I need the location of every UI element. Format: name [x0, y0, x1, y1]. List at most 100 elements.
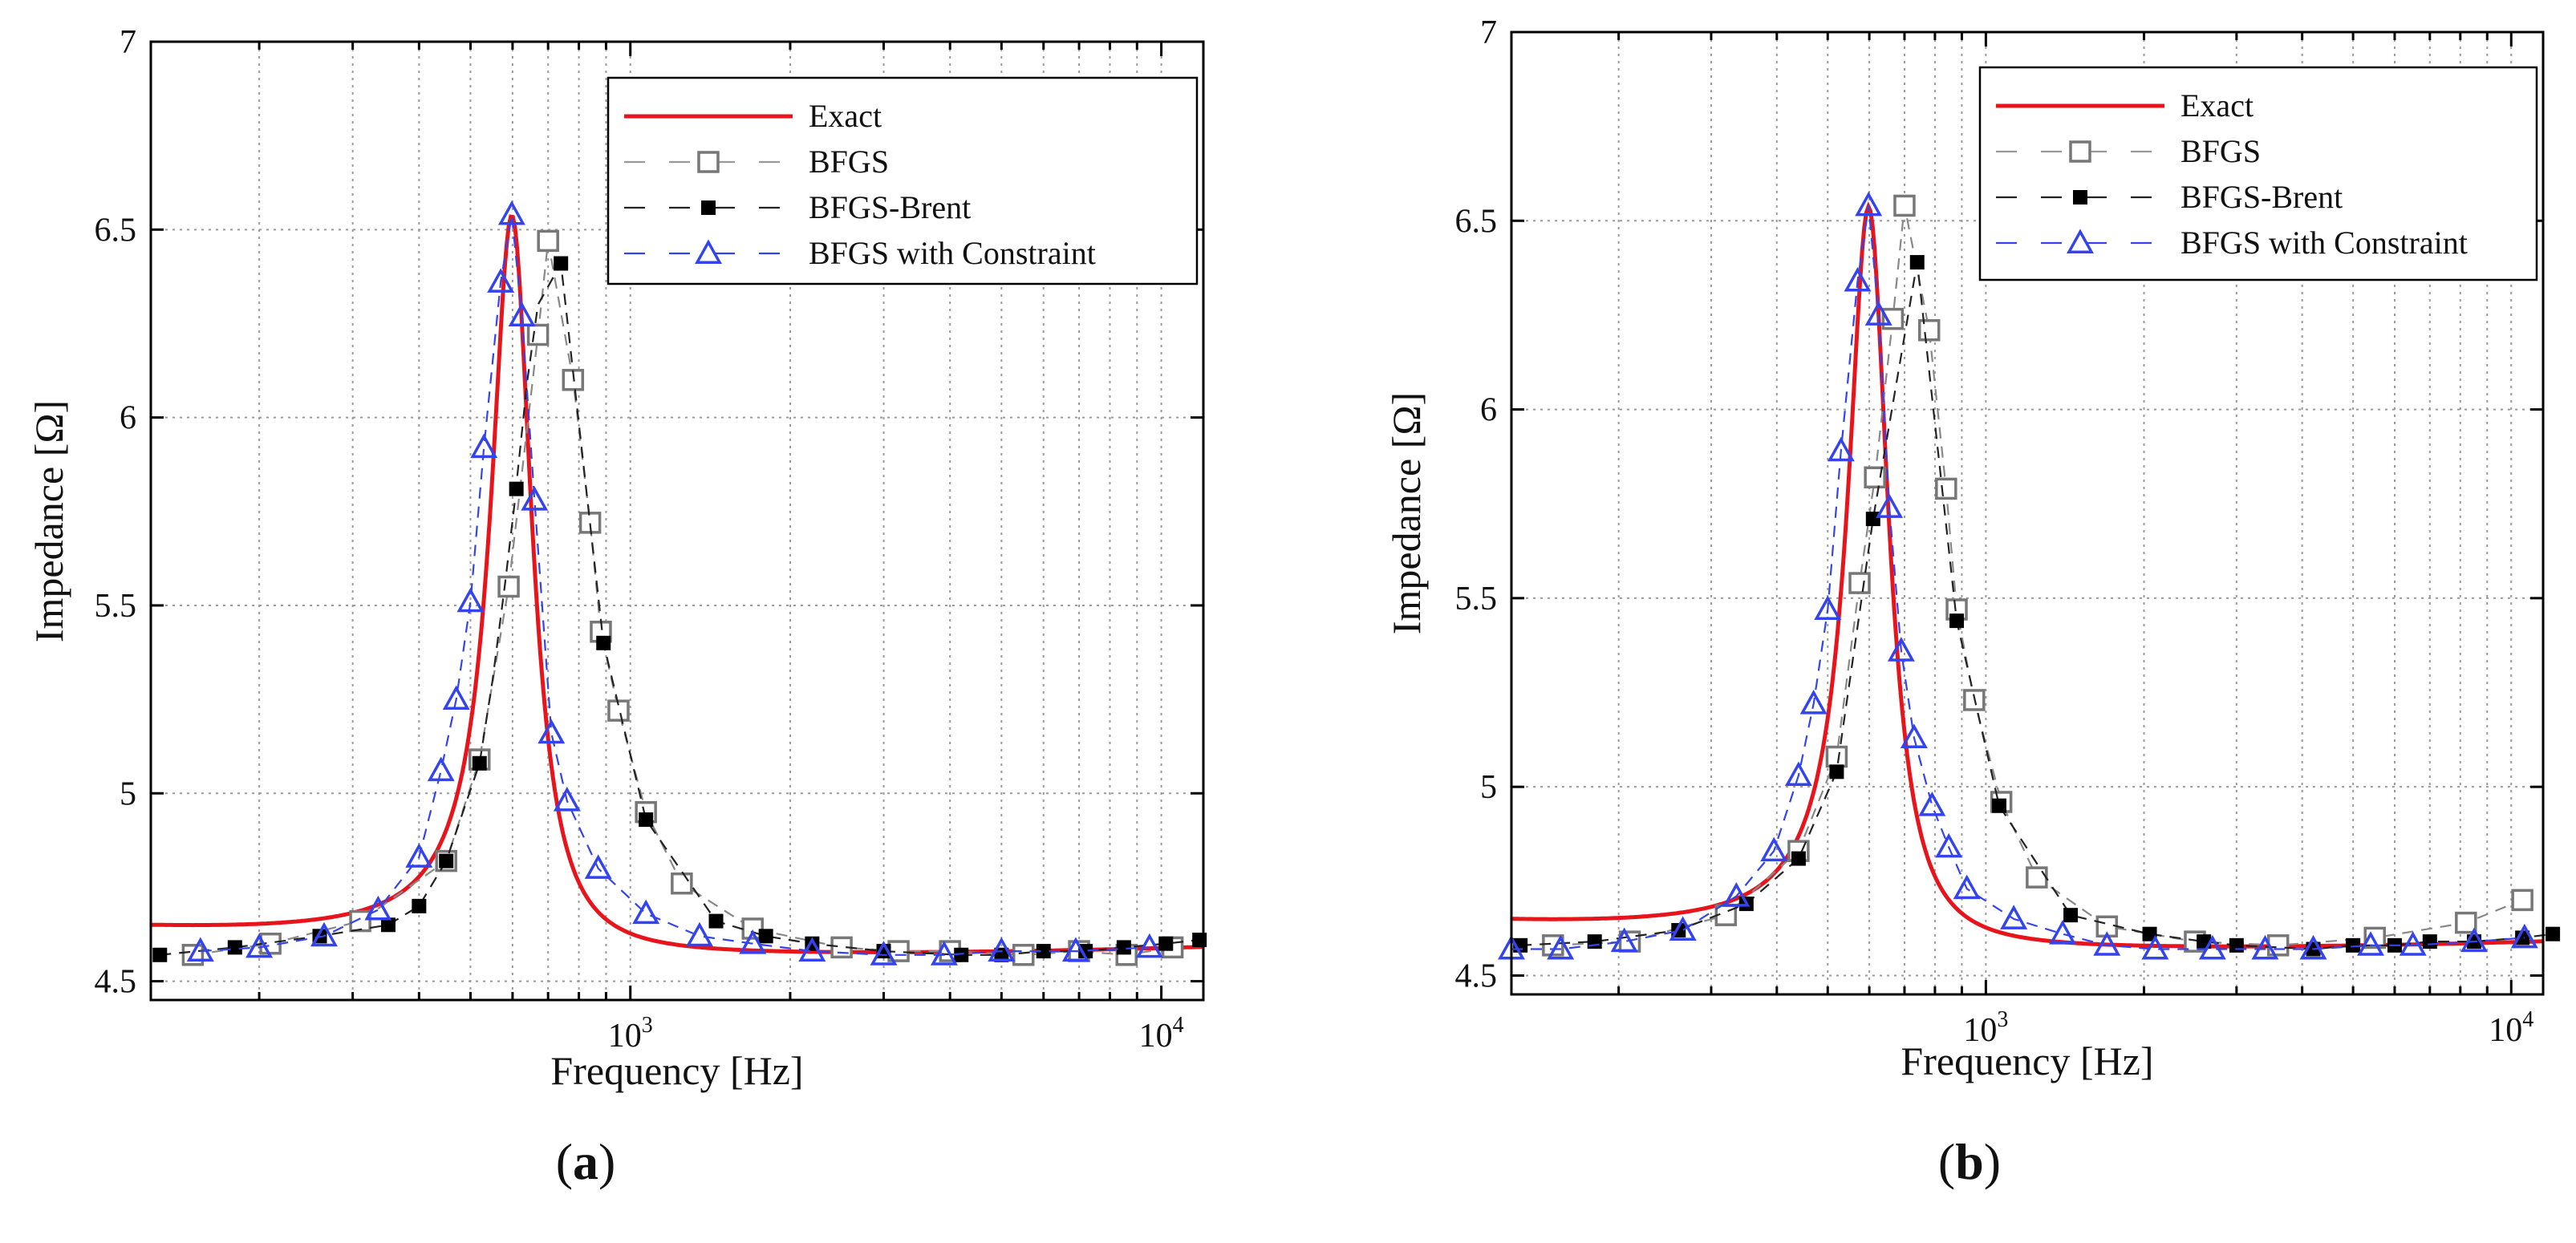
series-bfgs-brent-marker: [1909, 255, 1925, 270]
series-layer-a: [152, 200, 1207, 966]
series-bfgs-marker: [1893, 194, 1916, 217]
panel-label-a: (a): [556, 1133, 616, 1190]
series-bfgs-marker: [1864, 466, 1886, 489]
y-axis-label-a: Impedance [Ω]: [26, 400, 71, 642]
series-bfgs-brent-marker: [954, 947, 969, 962]
series-bfgs-brent-marker: [708, 913, 724, 929]
series-bfgs-brent-marker: [1078, 944, 1093, 959]
y-tick-label: 5.5: [1455, 581, 1498, 617]
series-bfgs-with-constraint-marker: [1760, 836, 1788, 862]
series-bfgs-brent-marker: [412, 898, 427, 913]
legend-label-bfgs-brent: BFGS-Brent: [809, 189, 971, 225]
series-bfgs-with-constraint-marker: [1864, 301, 1892, 326]
series-bfgs-brent-marker: [596, 635, 611, 650]
series-bfgs-with-constraint-marker: [870, 941, 898, 966]
series-layer-b: [1498, 191, 2561, 960]
series-bfgs-with-constraint-marker: [442, 685, 470, 711]
series-bfgs-brent-marker: [380, 917, 396, 933]
legend-a: Exact BFGS BFGS-Brent BFGS with Constraint: [606, 76, 1199, 285]
series-bfgs-with-constraint-marker: [930, 941, 958, 966]
series-bfgs-with-constraint-marker: [739, 929, 767, 954]
x-ticks-b: 103 104: [1617, 32, 2533, 1049]
x-tick-label-base: 10: [608, 1018, 642, 1055]
series-bfgs-marker: [537, 229, 559, 253]
series-bfgs-marker: [2511, 889, 2533, 912]
x-tick-label-exp: 3: [1997, 1007, 2008, 1032]
series-bfgs-brent-marker: [1791, 851, 1806, 866]
x-tick-label-exp: 4: [1173, 1013, 1184, 1038]
series-bfgs-with-constraint-marker: [1799, 690, 1828, 715]
series-bfgs-with-constraint-marker: [470, 433, 498, 459]
series-bfgs-with-constraint-marker: [1814, 595, 1842, 620]
series-bfgs-with-constraint-marker: [487, 268, 515, 293]
series-bfgs-brent-marker: [2422, 934, 2437, 949]
legend-marker-bfgs-brent: [701, 200, 716, 215]
panel-label-close-b: ): [1984, 1133, 2001, 1190]
series-bfgs-marker: [1935, 477, 1957, 500]
legend-marker-bfgs-with-constraint: [695, 239, 722, 264]
y-tick-label: 4.5: [95, 964, 137, 1001]
series-bfgs-brent-marker: [1116, 940, 1131, 955]
series-bfgs-brent-marker: [152, 947, 168, 962]
series-bfgs-brent-marker: [2229, 937, 2244, 953]
x-tick-label: 103: [608, 1013, 653, 1055]
panel-label-letter-a: a: [573, 1133, 598, 1190]
series-bfgs-brent-marker: [554, 256, 569, 271]
series-bfgs-with-constraint-marker: [364, 895, 392, 921]
y-tick-label: 5: [1480, 769, 1497, 806]
series-bfgs-with-constraint-marker: [1887, 637, 1915, 662]
series-bfgs-with-constraint-marker: [1855, 191, 1883, 217]
series-bfgs-with-constraint-marker: [2000, 905, 2028, 929]
series-bfgs-with-constraint-marker: [584, 854, 612, 879]
series-bfgs-with-constraint-marker: [2049, 920, 2077, 945]
series-bfgs-line: [193, 241, 1173, 956]
plot-frame-a: [149, 40, 1205, 1002]
series-bfgs-with-constraint-marker: [2510, 923, 2538, 949]
panel-label-open-b: (: [1938, 1133, 1955, 1190]
legend-marker-bfgs: [697, 151, 720, 173]
series-bfgs-with-constraint-marker: [1610, 927, 1638, 953]
legend-b: Exact BFGS BFGS-Brent BFGS with Constraint: [1978, 66, 2538, 281]
x-ticks-a: 103 10 4: [258, 42, 1184, 1055]
legend-label-bfgs-brent: BFGS-Brent: [2180, 179, 2343, 215]
y-tick-label: 7: [1480, 14, 1497, 51]
series-bfgs-with-constraint-marker: [2141, 934, 2169, 960]
series-bfgs-marker: [1917, 319, 1941, 342]
series-bfgs-with-constraint-marker: [1784, 761, 1812, 787]
chart-panel-a: 4.555.566.57 103 104 Frequency [Hz] Imped…: [26, 24, 1207, 1190]
y-tick-label: 5.5: [95, 588, 137, 625]
series-bfgs-with-constraint-marker: [427, 756, 455, 782]
series-bfgs-brent-marker: [2142, 926, 2157, 941]
y-tick-label: 5: [120, 775, 136, 812]
series-bfgs-with-constraint-marker: [1900, 723, 1928, 748]
series-bfgs-with-constraint-marker: [521, 486, 549, 511]
legend-marker-bfgs-brent: [2073, 190, 2087, 204]
y-tick-label: 6.5: [1455, 203, 1498, 240]
series-bfgs-brent-marker: [1036, 944, 1051, 959]
x-axis-label-a: Frequency [Hz]: [550, 1048, 803, 1093]
series-bfgs-with-constraint-marker: [1669, 916, 1697, 941]
series-bfgs-brent-line: [1520, 261, 2554, 950]
chart-panel-b: 4.555.566.57 103 104 Frequency [Hz] Imped…: [1384, 14, 2561, 1190]
y-tick-label: 6: [120, 400, 136, 437]
series-bfgs-with-constraint-marker: [186, 937, 214, 962]
series-bfgs-marker: [671, 872, 693, 895]
series-bfgs-with-constraint-marker: [1061, 937, 1089, 962]
legend-marker-bfgs: [2069, 140, 2091, 163]
x-tick-label-exp: 3: [642, 1013, 653, 1038]
series-bfgs-with-constraint-marker: [2093, 931, 2121, 956]
series-bfgs-with-constraint-marker: [1935, 832, 1963, 858]
series-bfgs-marker: [2455, 911, 2477, 934]
y-ticks-a: 4.5 5 5.5 6 6.5 7: [95, 24, 1203, 1001]
y-axis-label-b: Impedance [Ω]: [1384, 392, 1429, 634]
y-tick-label: 4.5: [1455, 958, 1498, 994]
series-bfgs-with-constraint-marker: [686, 921, 713, 947]
series-bfgs-with-constraint-marker: [310, 921, 338, 947]
series-bfgs-with-constraint-marker: [497, 200, 525, 225]
series-bfgs-brent-marker: [2346, 937, 2361, 953]
series-bfgs-brent-marker: [509, 481, 524, 496]
series-bfgs-brent-marker: [1158, 936, 1174, 951]
series-bfgs-with-constraint-marker: [632, 899, 660, 925]
series-bfgs-with-constraint-marker: [2460, 927, 2489, 953]
